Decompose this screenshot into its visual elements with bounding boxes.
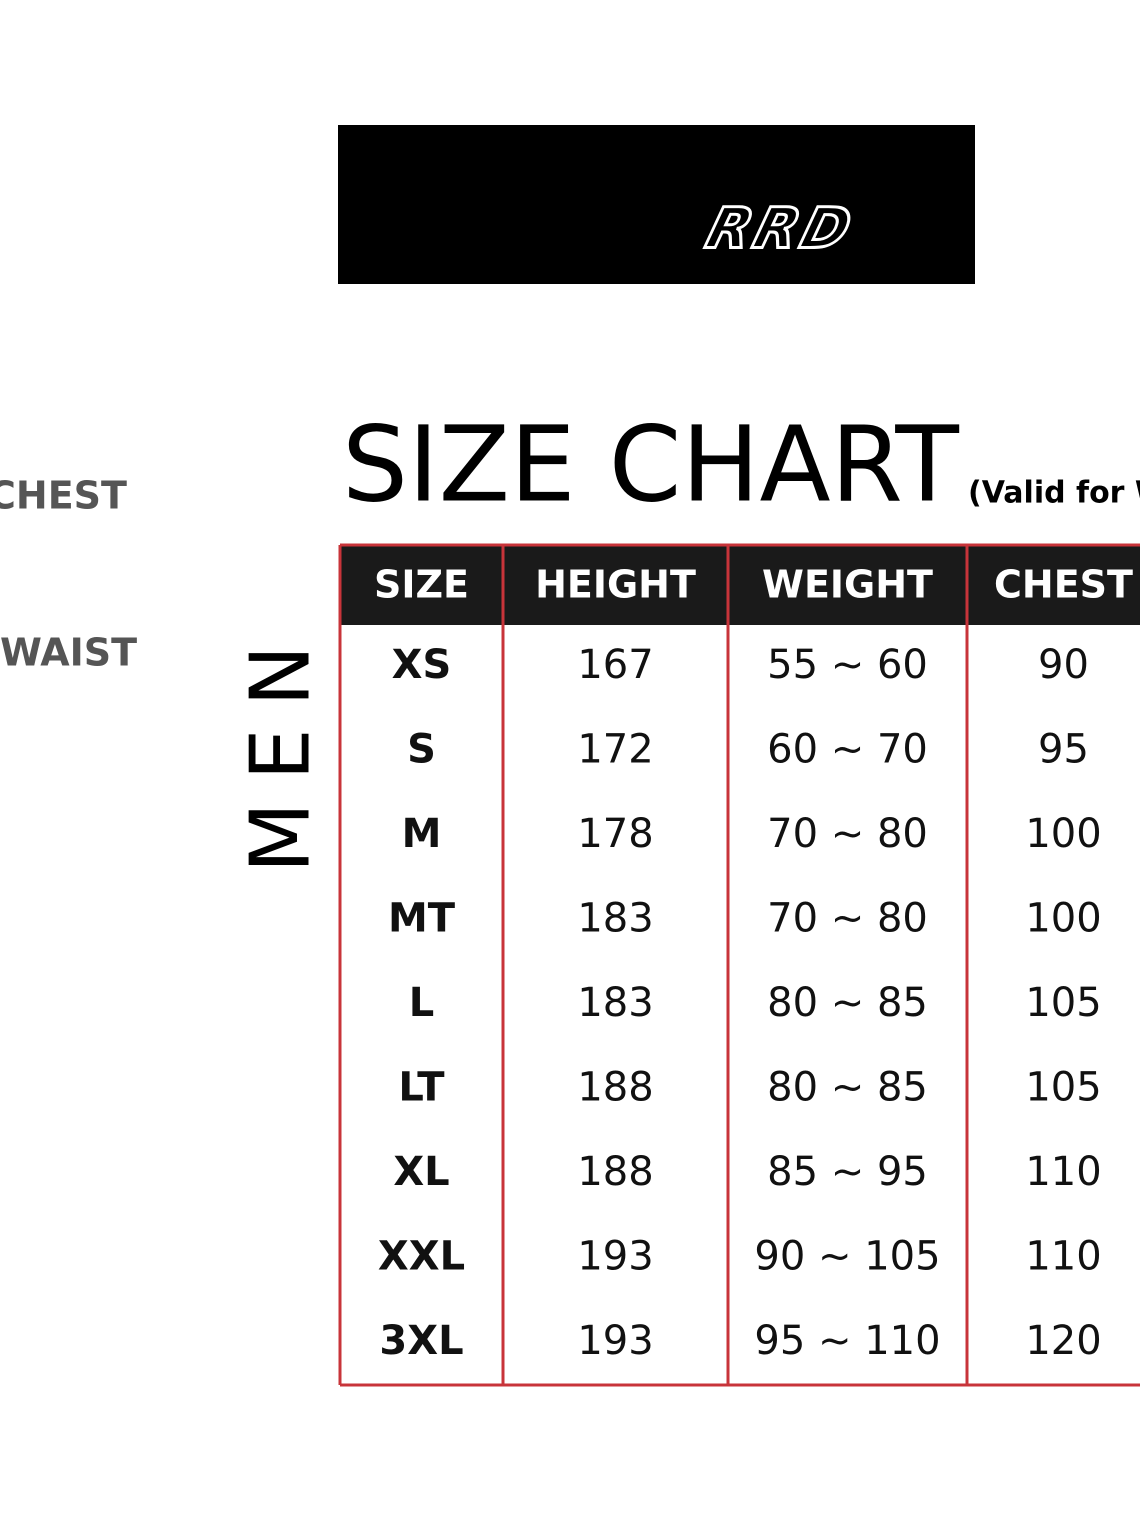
size-cell: MT	[388, 896, 456, 942]
value-cell: 90	[1038, 642, 1089, 688]
size-cell: XS	[392, 642, 452, 688]
section-label: MEN	[233, 623, 328, 873]
size-table: SIZE HEIGHT WEIGHT CHEST XS 167 55 ~ 60 90 S 172 6…	[338, 543, 1140, 1387]
value-cell: 105	[1025, 980, 1101, 1026]
value-cell: 100	[1025, 896, 1101, 942]
value-cell: 70 ~ 80	[767, 811, 928, 857]
subtitle: (Valid for W	[968, 476, 1140, 511]
value-cell: 60 ~ 70	[767, 727, 928, 773]
value-cell: 80 ~ 85	[767, 980, 928, 1026]
title: SIZE CHART	[342, 403, 959, 525]
value-cell: 110	[1025, 1149, 1101, 1195]
size-cell: M	[402, 811, 442, 857]
side-label: CHEST	[0, 474, 127, 518]
value-cell: 70 ~ 80	[767, 896, 928, 942]
column-header: WEIGHT	[762, 563, 933, 607]
value-cell: 193	[577, 1233, 653, 1279]
size-cell: 3XL	[379, 1318, 463, 1364]
value-cell: 183	[577, 980, 653, 1026]
column-header: CHEST	[994, 563, 1133, 607]
size-cell: XL	[393, 1149, 449, 1195]
value-cell: 85 ~ 95	[767, 1149, 928, 1195]
value-cell: 167	[577, 642, 653, 688]
header-row	[340, 545, 1140, 625]
value-cell: 188	[577, 1149, 653, 1195]
column-header: HEIGHT	[535, 563, 696, 607]
value-cell: 110	[1025, 1233, 1101, 1279]
column-header: SIZE	[374, 563, 469, 607]
value-cell: 90 ~ 105	[754, 1233, 940, 1279]
value-cell: 105	[1025, 1064, 1101, 1110]
value-cell: 172	[577, 727, 653, 773]
size-cell: L	[409, 980, 435, 1026]
value-cell: 120	[1025, 1318, 1101, 1364]
size-cell: S	[407, 727, 436, 773]
value-cell: 188	[577, 1064, 653, 1110]
value-cell: 80 ~ 85	[767, 1064, 928, 1110]
value-cell: 100	[1025, 811, 1101, 857]
value-cell: 95 ~ 110	[754, 1318, 940, 1364]
value-cell: 178	[577, 811, 653, 857]
side-label: WAIST	[0, 631, 137, 675]
logo: RRD	[700, 196, 862, 261]
value-cell: 55 ~ 60	[767, 642, 928, 688]
size-cell: XXL	[378, 1233, 465, 1279]
value-cell: 183	[577, 896, 653, 942]
logo-banner	[338, 125, 975, 284]
value-cell: 95	[1038, 727, 1089, 773]
value-cell: 193	[577, 1318, 653, 1364]
size-cell: LT	[398, 1064, 445, 1110]
